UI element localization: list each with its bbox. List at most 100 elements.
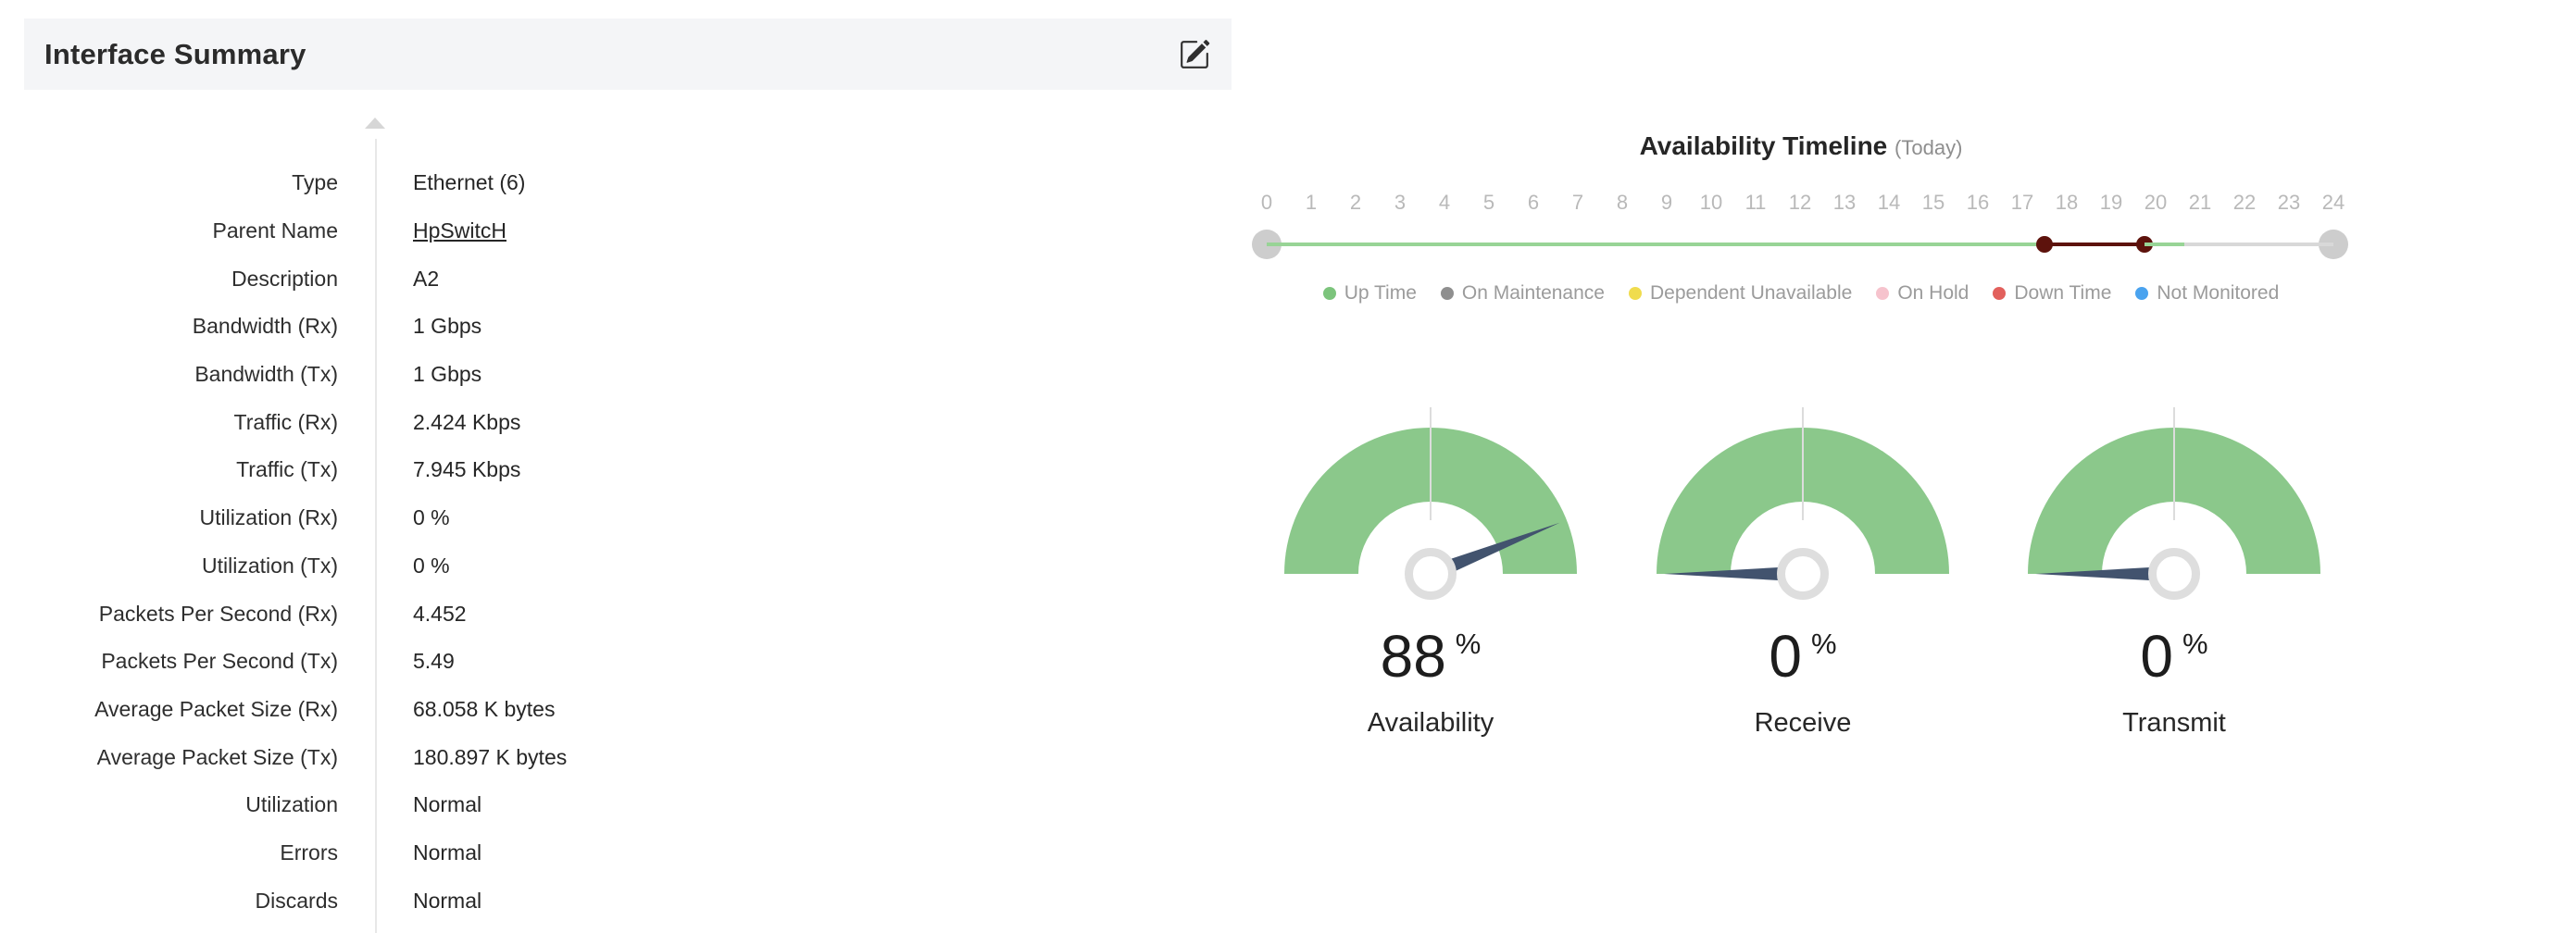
- hour-tick: 1: [1305, 191, 1318, 214]
- row-label: Type: [292, 170, 338, 195]
- row-label: Average Packet Size (Tx): [96, 744, 338, 769]
- legend-item: On Maintenance: [1440, 282, 1605, 305]
- legend-label: Not Monitored: [2157, 282, 2280, 304]
- table-row: Traffic (Rx) 2.424 Kbps: [0, 398, 1232, 446]
- panel-title: Interface Summary: [44, 37, 306, 70]
- hour-tick: 11: [1744, 191, 1767, 214]
- row-label: Description: [231, 266, 338, 291]
- hour-tick: 17: [2010, 191, 2034, 214]
- row-value: 4.452: [413, 601, 467, 626]
- hour-tick: 4: [1438, 191, 1451, 214]
- hour-tick: 7: [1571, 191, 1584, 214]
- timeline-legend: Up Time On Maintenance Dependent Unavailab…: [1232, 282, 2370, 305]
- row-value: Normal: [413, 888, 482, 913]
- gauge-availability: 88% Availability: [1273, 407, 1588, 759]
- hour-tick: 9: [1660, 191, 1673, 214]
- table-row: Discards Normal: [0, 877, 1232, 925]
- table-row: Bandwidth (Tx) 1 Gbps: [0, 351, 1232, 399]
- table-row: Bandwidth (Rx) 1 Gbps: [0, 303, 1232, 351]
- legend-label: On Hold: [1897, 282, 1970, 304]
- table-row: Utilization (Tx) 0 %: [0, 542, 1232, 591]
- row-label: Packets Per Second (Tx): [101, 649, 338, 674]
- gauge-top-tick-icon: [1430, 407, 1432, 520]
- row-value: 7.945 Kbps: [413, 457, 521, 482]
- table-row: Packets Per Second (Tx) 5.49: [0, 638, 1232, 686]
- hour-tick: 13: [1832, 191, 1857, 214]
- timeline-segment-up: [1267, 243, 2045, 246]
- row-label: Packets Per Second (Rx): [98, 601, 338, 626]
- hour-tick: 19: [2099, 191, 2123, 214]
- legend-label: Up Time: [1344, 282, 1417, 304]
- table-row: Average Packet Size (Rx) 68.058 K bytes: [0, 686, 1232, 734]
- gauge-hub-icon: [1405, 548, 1457, 600]
- gauge-label: Transmit: [2122, 708, 2226, 738]
- table-row: Traffic (Tx) 7.945 Kbps: [0, 446, 1232, 494]
- row-label: Average Packet Size (Rx): [94, 696, 338, 721]
- row-value: 5.49: [413, 649, 455, 674]
- timeline-segment-up: [2145, 243, 2185, 246]
- row-value: 1 Gbps: [413, 314, 482, 339]
- hour-tick: 24: [2321, 191, 2345, 214]
- gauge-receive: 0% Receive: [1645, 407, 1960, 759]
- legend-label: Down Time: [2014, 282, 2112, 304]
- row-label: Discards: [255, 888, 338, 913]
- row-label: Utilization (Tx): [202, 553, 338, 578]
- legend-dot: [2135, 287, 2149, 300]
- hour-tick: 23: [2277, 191, 2301, 214]
- table-row: Description A2: [0, 255, 1232, 303]
- row-value: Normal: [413, 792, 482, 817]
- row-value-link[interactable]: HpSwitcH: [413, 218, 506, 243]
- legend-dot: [1440, 287, 1454, 300]
- gauge-value-unit: %: [1455, 628, 1482, 660]
- hour-tick: 0: [1260, 191, 1273, 214]
- table-row: Utilization Normal: [0, 781, 1232, 829]
- gauge-transmit: 0% Transmit: [2017, 407, 2332, 759]
- gauge-needle-icon: [1664, 566, 1803, 582]
- row-label: Utilization (Rx): [199, 505, 338, 530]
- gauge-value: 0%: [1645, 627, 1960, 686]
- hour-tick: 6: [1527, 191, 1540, 214]
- gauge-hub-icon: [2148, 548, 2200, 600]
- gauge-needle-icon: [2035, 566, 2174, 582]
- row-value: 0 %: [413, 553, 450, 578]
- gauge-label: Receive: [1754, 708, 1852, 738]
- row-label: Errors: [280, 840, 338, 865]
- gauge-value: 0%: [2017, 627, 2332, 686]
- hour-tick: 5: [1482, 191, 1495, 214]
- row-label: Traffic (Rx): [233, 409, 338, 434]
- row-label: Bandwidth (Tx): [194, 362, 338, 387]
- legend-label: Dependent Unavailable: [1649, 282, 1853, 304]
- table-row: Utilization (Rx) 0 %: [0, 494, 1232, 542]
- row-label: Traffic (Tx): [236, 457, 338, 482]
- timeline-subtitle: (Today): [1894, 136, 1963, 159]
- hour-tick: 3: [1394, 191, 1407, 214]
- gauge-needle-icon: [1427, 522, 1560, 581]
- timeline-title-text: Availability Timeline: [1639, 131, 1888, 160]
- table-row: Packets Per Second (Rx) 4.452: [0, 590, 1232, 638]
- edit-button[interactable]: [1176, 36, 1213, 73]
- hour-tick: 22: [2232, 191, 2257, 214]
- legend-label: On Maintenance: [1461, 282, 1605, 304]
- gauge-value-unit: %: [2182, 628, 2208, 660]
- hour-tick: 21: [2188, 191, 2212, 214]
- hour-tick: 18: [2055, 191, 2079, 214]
- legend-item: Not Monitored: [2135, 282, 2279, 305]
- row-label: Bandwidth (Rx): [192, 314, 338, 339]
- panel-header: Interface Summary: [24, 19, 1232, 90]
- row-value: Ethernet (6): [413, 170, 526, 195]
- row-label: Parent Name: [212, 218, 338, 243]
- downtime-marker[interactable]: [2036, 236, 2053, 253]
- hour-tick: 16: [1966, 191, 1990, 214]
- row-value: 180.897 K bytes: [413, 744, 568, 769]
- collapse-arrow-icon: [365, 118, 385, 129]
- edit-icon: [1181, 39, 1210, 68]
- hour-tick: 2: [1349, 191, 1362, 214]
- gauge-value: 88%: [1273, 627, 1588, 686]
- legend-item: Down Time: [1993, 282, 2111, 305]
- gauge-top-tick-icon: [2173, 407, 2175, 520]
- table-row: Type Ethernet (6): [0, 159, 1232, 207]
- row-value: A2: [413, 266, 440, 291]
- gauge-value-number: 88: [1380, 623, 1446, 690]
- timeline-segment-down: [2045, 243, 2145, 246]
- gauge-hub-icon: [1777, 548, 1829, 600]
